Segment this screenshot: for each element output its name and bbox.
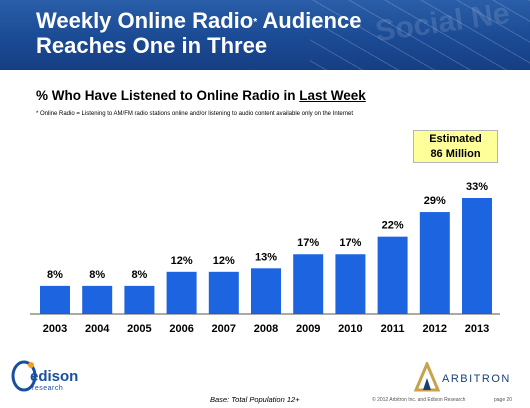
edison-logo-subtext: research [32, 385, 64, 392]
arbitron-logo-icon [414, 362, 440, 392]
value-label-2008: 13% [255, 251, 277, 263]
bar-2003 [40, 285, 70, 314]
page-number: page 20 [494, 397, 513, 403]
estimate-callout: Estimated 86 Million [413, 130, 498, 163]
bar-2009 [293, 254, 324, 314]
x-tick-2008: 2008 [254, 323, 278, 335]
arbitron-logo-text: ARBITRON [442, 373, 511, 385]
estimate-line2: 86 Million [430, 148, 481, 160]
subtitle-prefix: % Who Have Listened to Online Radio in [36, 88, 300, 103]
estimate-line1: Estimated [429, 133, 482, 145]
value-label-2005: 8% [131, 269, 147, 281]
value-label-2013: 33% [466, 181, 488, 193]
bar-2006 [166, 271, 197, 314]
x-tick-2006: 2006 [169, 323, 193, 335]
x-tick-2005: 2005 [127, 323, 151, 335]
x-tick-2003: 2003 [43, 323, 67, 335]
value-label-2009: 17% [297, 237, 319, 249]
x-tick-2013: 2013 [465, 323, 489, 335]
base-note: Base: Total Population 12+ [210, 395, 300, 404]
edison-logo-text: edison [30, 368, 79, 385]
bar-2013 [462, 198, 492, 314]
bar-2008 [251, 268, 281, 314]
title-line1: Weekly Online Radio [36, 8, 254, 33]
bar-2012 [419, 212, 450, 314]
subtitle-emphasis: Last Week [299, 88, 366, 103]
title-line1-end: Audience [262, 8, 362, 33]
x-tick-2012: 2012 [423, 323, 447, 335]
bar-2004 [82, 285, 113, 314]
title-line2: Reaches One in Three [36, 33, 268, 58]
title-asterisk: * [253, 17, 258, 28]
x-tick-2007: 2007 [212, 323, 236, 335]
value-label-2003: 8% [47, 269, 63, 281]
chart-subtitle: % Who Have Listened to Online Radio in L… [36, 88, 366, 103]
x-tick-2004: 2004 [85, 323, 110, 335]
bar-2010 [335, 254, 366, 314]
bar-2005 [124, 285, 155, 314]
x-tick-2009: 2009 [296, 323, 320, 335]
value-label-2011: 22% [382, 220, 404, 232]
value-label-2012: 29% [424, 195, 446, 207]
bar-2007 [208, 271, 239, 314]
x-tick-2010: 2010 [338, 323, 362, 335]
value-label-2007: 12% [213, 255, 235, 267]
value-label-2004: 8% [89, 269, 105, 281]
banner-decoration [310, 0, 530, 70]
definition-footnote: * Online Radio = Listening to AM/FM radi… [36, 111, 354, 117]
x-tick-2011: 2011 [381, 323, 405, 335]
header-banner: Social Ne Weekly Online Radio* Audience … [0, 0, 530, 70]
value-label-2006: 12% [171, 255, 193, 267]
edison-logo-icon [11, 360, 37, 392]
value-label-2010: 17% [339, 237, 361, 249]
page-title: Weekly Online Radio* Audience Reaches On… [36, 8, 361, 58]
copyright-text: © 2012 Arbitron Inc. and Edison Research [372, 397, 466, 403]
bar-2011 [377, 236, 408, 314]
